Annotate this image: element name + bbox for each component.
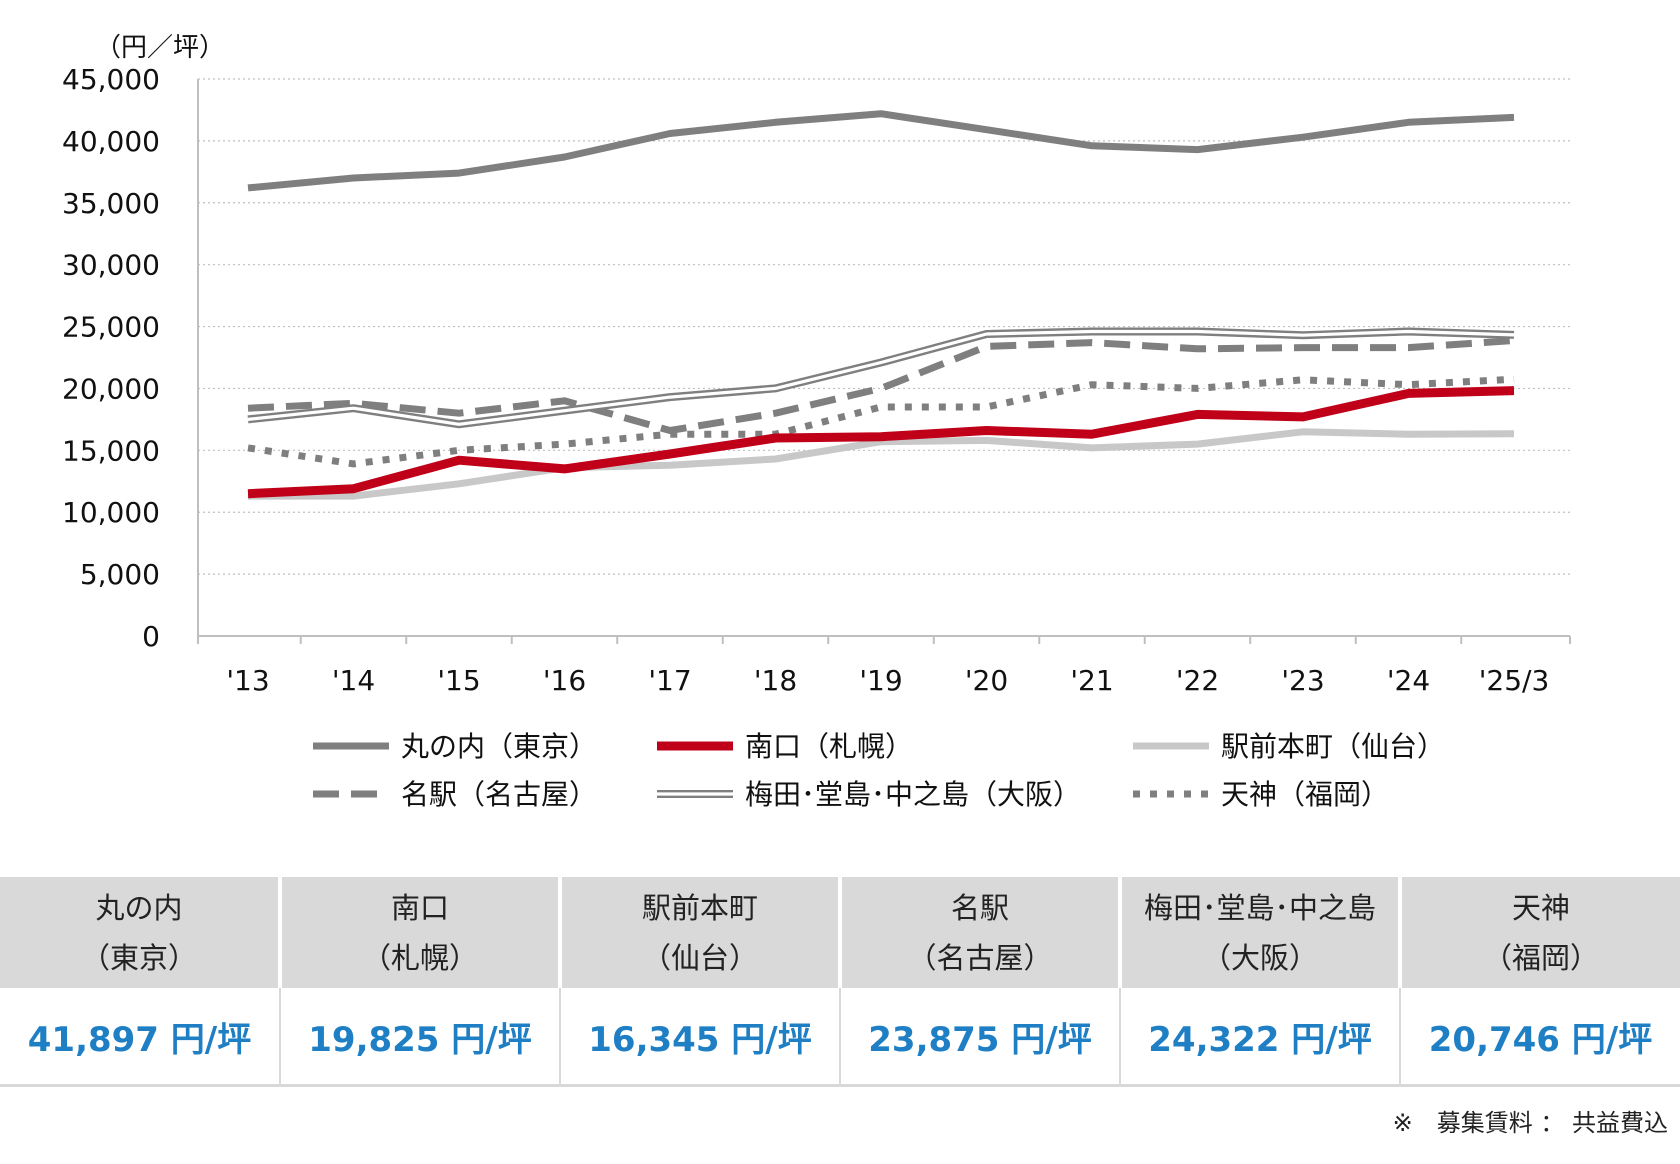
y-tick-label: 10,000 [62, 496, 160, 529]
x-tick-label: '16 [543, 664, 586, 697]
header-name: 名駅 [950, 890, 1009, 925]
y-tick-label: 25,000 [62, 311, 160, 344]
gridlines [198, 78, 1570, 575]
y-tick-label: 40,000 [62, 125, 160, 158]
header-city: （仙台） [641, 940, 758, 975]
legend-label: 天神（福岡） [1221, 778, 1389, 811]
summary-header-cell: 丸の内 （東京） [0, 877, 282, 988]
x-tick-label: '25/3 [1479, 664, 1550, 697]
y-tick-label: 5,000 [80, 558, 160, 591]
axes [197, 79, 1571, 644]
line-chart: （円／坪） 0 5,000 10,000 15,000 20,000 25,000 30,0… [62, 33, 1571, 811]
legend-label: 駅前本町（仙台） [1221, 730, 1445, 763]
summary-header-row: 丸の内 （東京） 南口 （札幌） 駅前本町 （仙台） 名駅 （名古屋） 梅田･堂島･中之… [0, 877, 1680, 988]
legend-item: 名駅（名古屋） [313, 778, 597, 811]
series-line [247, 327, 1515, 429]
summary-header-cell: 駅前本町 （仙台） [558, 877, 842, 988]
x-tick-label: '23 [1281, 664, 1324, 697]
summary-header-cell: 南口 （札幌） [278, 877, 562, 988]
summary-value-cell: 16,345 円/坪 [559, 988, 841, 1087]
series-line [247, 110, 1515, 192]
summary-value-cell: 19,825 円/坪 [279, 988, 561, 1087]
summary-header-cell: 名駅 （名古屋） [838, 877, 1122, 988]
x-tick-label: '22 [1176, 664, 1219, 697]
x-tick-label: '19 [859, 664, 902, 697]
summary-value-row: 41,897 円/坪 19,825 円/坪 16,345 円/坪 23,875 … [0, 988, 1680, 1087]
x-tick-label: '24 [1387, 664, 1430, 697]
series-line-path [247, 386, 1515, 499]
summary-value-cell: 24,322 円/坪 [1119, 988, 1401, 1087]
series-line-path [247, 337, 1515, 434]
x-tick-label: '13 [226, 664, 269, 697]
series-line [247, 386, 1515, 499]
header-name: 丸の内 [95, 890, 183, 925]
summary-value-cell: 41,897 円/坪 [0, 988, 281, 1087]
summary-header-cell: 天神 （福岡） [1398, 877, 1680, 988]
y-tick-label: 15,000 [62, 434, 160, 467]
legend-label: 丸の内（東京） [401, 730, 597, 763]
summary-value-cell: 20,746 円/坪 [1399, 988, 1680, 1087]
footnote: ※ 募集賃料 ： 共益費込 [1392, 1109, 1668, 1137]
header-city: （札幌） [361, 940, 478, 975]
header-city: （東京） [80, 940, 197, 975]
header-name: 駅前本町 [641, 890, 758, 925]
summary-value-cell: 23,875 円/坪 [839, 988, 1121, 1087]
legend-item: 丸の内（東京） [313, 730, 597, 763]
y-tick-label: 30,000 [62, 249, 160, 282]
y-tick-label: 0 [142, 620, 160, 653]
legend: 丸の内（東京） 南口（札幌） 駅前本町（仙台） 名駅（名古屋） 梅田･堂島･中之島（大阪… [313, 730, 1445, 811]
x-tick-label: '18 [754, 664, 797, 697]
y-tick-label: 35,000 [62, 187, 160, 220]
legend-label: 名駅（名古屋） [401, 778, 597, 811]
legend-item: 南口（札幌） [657, 730, 913, 763]
series-lines [247, 110, 1515, 500]
y-tick-label: 45,000 [62, 63, 160, 96]
summary-table: 丸の内 （東京） 南口 （札幌） 駅前本町 （仙台） 名駅 （名古屋） 梅田･堂島･中之… [0, 877, 1680, 1087]
summary-header-cell: 梅田･堂島･中之島 （大阪） [1118, 877, 1402, 988]
header-city: （名古屋） [907, 940, 1053, 975]
header-city: （福岡） [1482, 940, 1599, 975]
x-tick-label: '20 [965, 664, 1008, 697]
x-tick-label: '14 [332, 664, 375, 697]
series-line-path [247, 110, 1515, 192]
legend-label: 南口（札幌） [745, 730, 913, 763]
y-tick-label: 20,000 [62, 372, 160, 405]
legend-item: 梅田･堂島･中之島（大阪） [657, 778, 1081, 811]
header-name: 南口 [390, 890, 449, 925]
x-tick-labels: '13 '14 '15 '16 '17 '18 '19 '20 '21 '22 '23 '24 '25/… [226, 664, 1549, 697]
legend-item: 天神（福岡） [1133, 778, 1389, 811]
x-tick-label: '17 [648, 664, 691, 697]
header-name: 梅田･堂島･中之島 [1143, 890, 1376, 925]
legend-label: 梅田･堂島･中之島（大阪） [745, 778, 1081, 811]
x-tick-label: '21 [1070, 664, 1113, 697]
header-city: （大阪） [1201, 940, 1318, 975]
series-line-inner [247, 329, 1515, 426]
header-name: 天神 [1511, 890, 1570, 925]
y-axis-unit-label: （円／坪） [95, 33, 225, 63]
series-line [248, 428, 1515, 500]
x-tick-label: '15 [437, 664, 480, 697]
series-line-path [248, 428, 1515, 500]
y-tick-labels: 0 5,000 10,000 15,000 20,000 25,000 30,000 35,0… [62, 63, 160, 653]
legend-item: 駅前本町（仙台） [1133, 730, 1445, 763]
series-line [247, 337, 1515, 434]
